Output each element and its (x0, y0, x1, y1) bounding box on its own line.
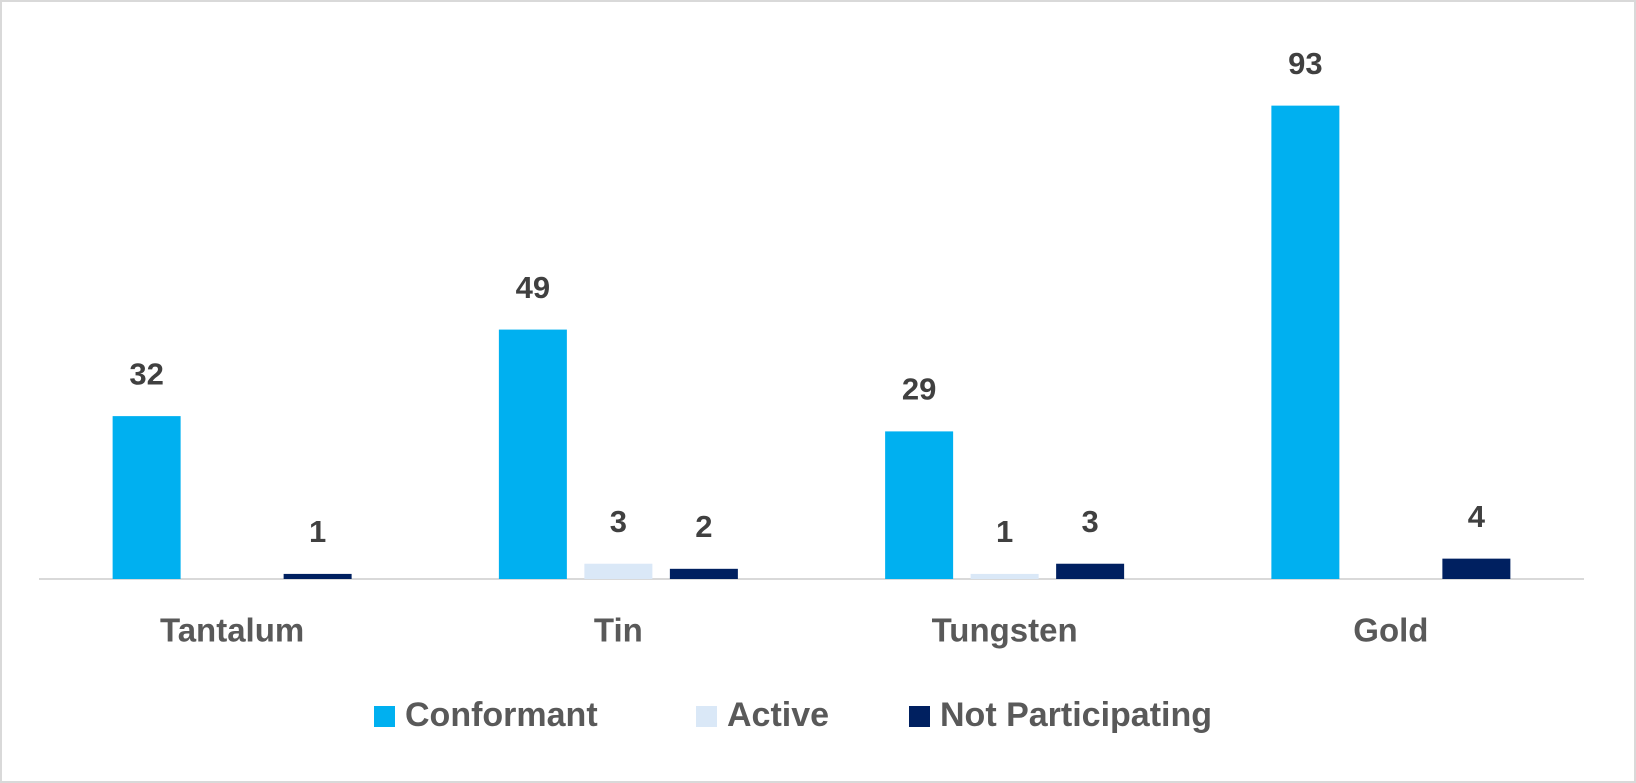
bar (1442, 558, 1511, 579)
bar (498, 329, 567, 579)
data-label: 93 (1288, 46, 1322, 81)
data-label: 1 (309, 514, 326, 549)
data-label: 2 (695, 509, 712, 544)
data-label: 3 (610, 504, 627, 539)
legend-swatch (696, 706, 717, 727)
data-label: 1 (996, 514, 1013, 549)
data-label: 4 (1468, 499, 1486, 534)
bar (970, 573, 1039, 579)
data-label: 29 (902, 372, 936, 407)
legend-swatch (374, 706, 395, 727)
legend-label: Not Participating (940, 696, 1212, 734)
x-tick-label: Gold (1353, 612, 1428, 649)
x-tick-label: Tin (594, 612, 643, 649)
data-label: 32 (129, 356, 163, 391)
data-label: 49 (516, 270, 550, 305)
bar (1271, 105, 1340, 579)
bar (1056, 563, 1125, 579)
legend-label: Active (727, 696, 829, 734)
bar (283, 573, 352, 579)
bar (584, 563, 653, 579)
x-tick-label: Tantalum (160, 612, 304, 649)
legend-label: Conformant (405, 696, 598, 734)
bar (669, 568, 738, 579)
x-tick-label: Tungsten (932, 612, 1078, 649)
data-label: 3 (1082, 504, 1099, 539)
bar (885, 431, 954, 579)
bar (112, 416, 181, 579)
legend-swatch (909, 706, 930, 727)
